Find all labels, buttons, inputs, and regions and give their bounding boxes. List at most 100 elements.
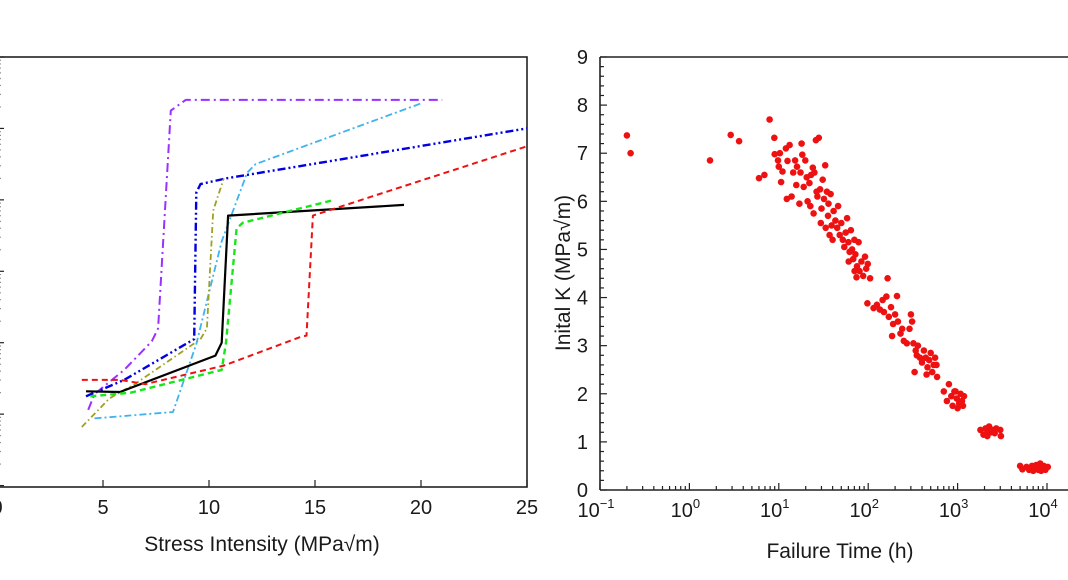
- scatter-point: [888, 332, 896, 340]
- scatter-point: [923, 371, 930, 378]
- scatter-point: [799, 151, 806, 158]
- scatter-point: [804, 198, 811, 205]
- scatter-point: [789, 169, 797, 176]
- scatter-point: [940, 388, 948, 395]
- scatter-point: [832, 217, 839, 224]
- scatter-point: [949, 402, 956, 410]
- right-y-tick-label: 9: [577, 47, 588, 69]
- scatter-point: [810, 210, 817, 217]
- scatter-point: [879, 296, 886, 304]
- scatter-point: [833, 224, 841, 232]
- scatter-point: [817, 219, 825, 227]
- scatter-point: [727, 131, 734, 139]
- scatter-point: [959, 402, 967, 410]
- scatter-point: [841, 243, 848, 251]
- scatter-point: [845, 238, 852, 246]
- scatter-point: [827, 190, 834, 198]
- scatter-point: [931, 354, 939, 362]
- scatter-point: [761, 171, 768, 179]
- scatter-point: [945, 380, 953, 388]
- scatter-point: [847, 226, 855, 234]
- scatter-point: [884, 275, 891, 282]
- scatter-point: [908, 318, 916, 325]
- right-y-tick-label: 8: [577, 95, 588, 117]
- left-x-tick-label: 0: [0, 497, 3, 519]
- scatter-point: [861, 253, 869, 260]
- scatter-point: [755, 174, 763, 182]
- scatter-point: [997, 426, 1004, 434]
- scatter-point: [830, 207, 837, 215]
- scatter-point: [791, 157, 799, 164]
- right-y-tick-label: 2: [577, 384, 588, 406]
- scatter-point: [774, 157, 782, 164]
- series-line-cyan: [94, 102, 422, 420]
- scatter-point: [858, 258, 865, 265]
- scatter-point: [914, 342, 922, 350]
- scatter-point: [927, 349, 934, 357]
- scatter-point: [920, 347, 928, 354]
- scatter-point: [828, 222, 835, 229]
- scatter-point: [796, 200, 803, 207]
- scatter-point: [911, 368, 918, 376]
- scatter-point: [1037, 467, 1045, 475]
- scatter-point: [924, 364, 931, 371]
- scatter-point: [880, 308, 888, 316]
- scatter-point: [838, 219, 845, 227]
- series-line-purple: [87, 98, 443, 411]
- scatter-point: [627, 149, 634, 157]
- scatter-point: [894, 318, 902, 325]
- scatter-point: [836, 231, 843, 239]
- scatter-point: [845, 258, 852, 265]
- scatter-point: [824, 212, 832, 220]
- scatter-point: [807, 202, 814, 210]
- scatter-point: [806, 179, 813, 187]
- scatter-point: [997, 432, 1005, 440]
- scatter-point: [820, 195, 828, 203]
- scatter-point: [735, 137, 743, 145]
- series-line-blue: [85, 127, 528, 398]
- scatter-point: [798, 140, 805, 147]
- right-y-tick-label: 5: [577, 239, 588, 261]
- scatter-point: [948, 392, 955, 400]
- series-line-red: [81, 145, 528, 386]
- scatter-point: [864, 260, 872, 268]
- scatter-point: [802, 157, 809, 164]
- scatter-point: [906, 325, 913, 333]
- scatter-point: [933, 373, 941, 381]
- right-x-tick-label: 104: [1028, 496, 1057, 522]
- scatter-point: [933, 361, 940, 369]
- right-y-tick-label: 0: [577, 480, 588, 502]
- scatter-point: [793, 163, 801, 170]
- scatter-point: [706, 157, 714, 164]
- right-x-tick-label: 101: [760, 496, 789, 522]
- scatter-point: [918, 359, 926, 366]
- scatter-point: [885, 313, 893, 321]
- scatter-point: [851, 267, 858, 275]
- scatter-point: [887, 303, 895, 311]
- scatter-point: [784, 157, 791, 165]
- scatter-point: [925, 356, 933, 364]
- right-x-axis-title: Failure Time (h): [766, 540, 913, 563]
- scatter-point: [766, 116, 773, 123]
- scatter-point: [829, 236, 836, 244]
- scatter-point: [839, 236, 847, 244]
- scatter-point: [786, 141, 793, 149]
- right-y-tick-label: 7: [577, 143, 588, 165]
- scatter-point: [853, 274, 860, 281]
- scatter-point: [856, 267, 863, 275]
- right-y-axis-title: Inital K (MPa√m): [552, 195, 575, 351]
- right-y-tick-label: 1: [577, 432, 588, 454]
- scatter-point: [859, 272, 867, 280]
- right-y-ticks: 0 1 2 3 4 5 6 7 8 9: [577, 47, 607, 502]
- scatter-point: [771, 150, 778, 158]
- right-x-tick-label: 10−1: [577, 496, 614, 522]
- scatter-point: [842, 229, 849, 236]
- scatter-point: [818, 205, 825, 212]
- scatter-point: [771, 134, 778, 142]
- left-x-tick-label: 5: [97, 497, 108, 519]
- right-chart: 0 1 2 3 4 5 6 7 8 9 10−1 100 101 102 103 104 Failure T…: [552, 47, 1068, 563]
- right-scatter-points: [623, 116, 1052, 475]
- right-y-tick-label: 6: [577, 191, 588, 213]
- scatter-point: [821, 162, 829, 169]
